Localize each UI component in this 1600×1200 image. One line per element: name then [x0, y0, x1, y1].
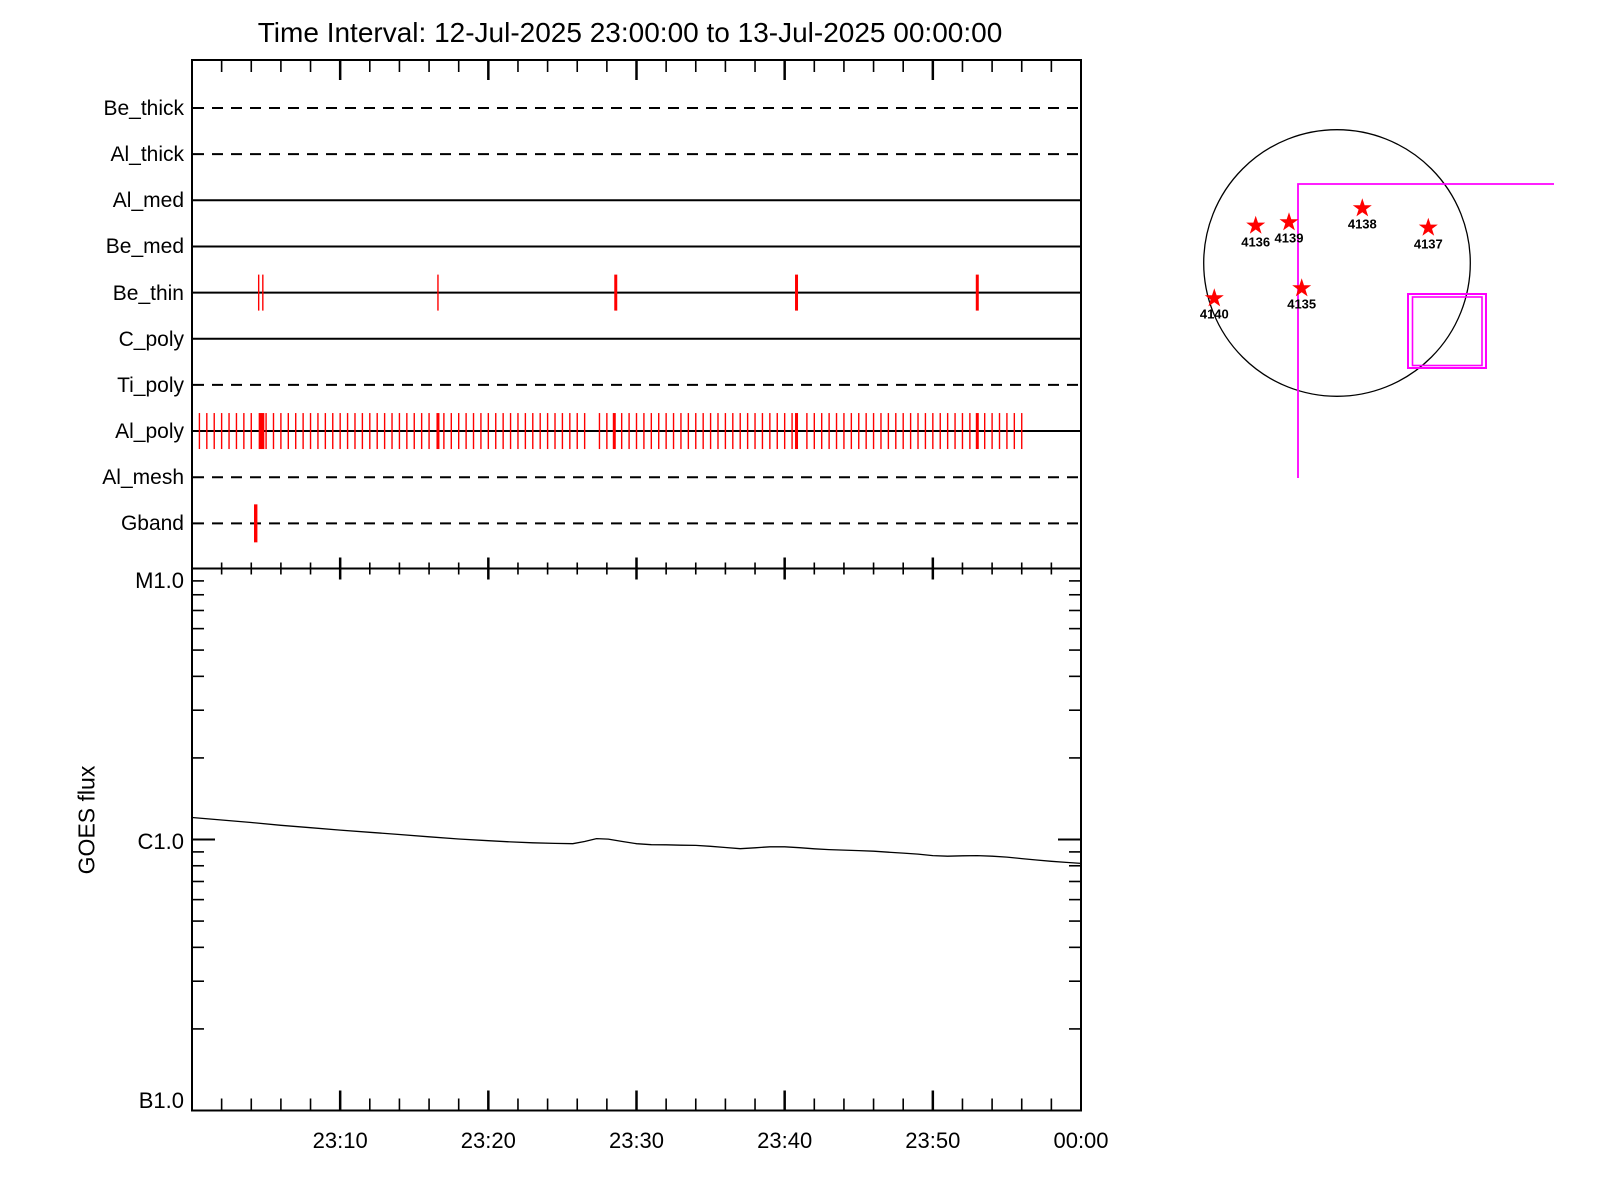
active-region-label-4135: 4135 [1287, 296, 1317, 312]
time-label-23:10: 23:10 [312, 1128, 368, 1153]
goes-ytick-label-B1.0: B1.0 [138, 1088, 184, 1113]
goes-flux-axis-title: GOES flux [73, 765, 100, 875]
time-label-00:00: 00:00 [1053, 1128, 1109, 1153]
active-region-label-4136: 4136 [1241, 234, 1271, 250]
filter-row-label-Ti_poly: Ti_poly [117, 373, 184, 397]
goes-ytick-label-M1.0: M1.0 [135, 568, 184, 593]
filter-panel-frame [191, 59, 1082, 570]
active-region-label-4137: 4137 [1413, 236, 1443, 252]
filter-row-label-Be_thick: Be_thick [103, 97, 184, 120]
filter-row-label-Al_thick: Al_thick [110, 143, 184, 167]
filter-row-label-Al_med: Al_med [112, 189, 184, 213]
active-region-star-4137 [1418, 217, 1438, 236]
active-region-star-4138 [1352, 198, 1372, 217]
filter-row-label-Gband: Gband [120, 512, 184, 536]
fov-box-inner [1411, 296, 1483, 367]
active-region-label-4140: 4140 [1199, 306, 1229, 322]
filter-row-label-Be_thin: Be_thin [112, 281, 184, 305]
filter-row-label-Al_poly: Al_poly [115, 420, 184, 444]
filter-row-label-Be_med: Be_med [105, 235, 184, 259]
time-label-23:20: 23:20 [460, 1128, 516, 1153]
active-region-star-4139 [1279, 212, 1299, 231]
active-region-star-4135 [1292, 278, 1312, 297]
goes-ytick-label-C1.0: C1.0 [137, 829, 184, 854]
filter-row-label-Al_mesh: Al_mesh [102, 466, 184, 490]
time-label-23:30: 23:30 [608, 1128, 665, 1153]
filter-row-label-C_poly: C_poly [118, 327, 184, 351]
time-label-23:50: 23:50 [905, 1128, 961, 1153]
fov-corner-line [1297, 183, 1554, 478]
solar-disk [1203, 129, 1471, 397]
plot-title: Time Interval: 12-Jul-2025 23:00:00 to 1… [257, 17, 1003, 48]
active-region-star-4136 [1246, 215, 1266, 234]
active-region-star-4140 [1204, 288, 1224, 307]
active-region-label-4139: 4139 [1274, 230, 1304, 246]
fov-box-outer [1407, 293, 1487, 369]
active-region-label-4138: 4138 [1347, 216, 1377, 232]
time-label-23:40: 23:40 [757, 1128, 813, 1153]
goes-panel-frame [191, 567, 1082, 1112]
goes-flux-curve [191, 816, 1082, 865]
